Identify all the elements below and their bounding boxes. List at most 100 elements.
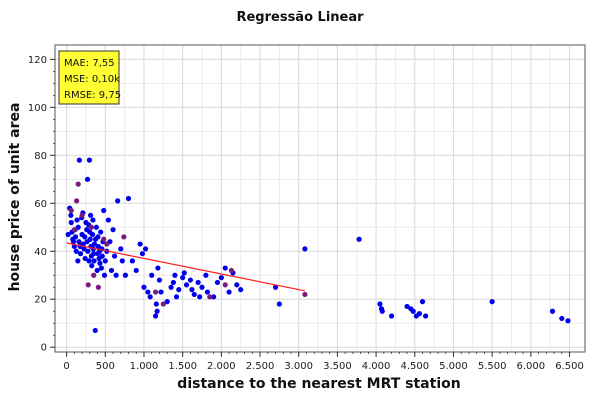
metric-rmse: RMSE: 9,75 [64,90,121,101]
data-point [203,272,209,278]
chart-title: Regressão Linear [236,10,364,25]
data-point [158,289,164,295]
y-tick-label: 20 [34,295,47,306]
data-point [416,311,423,317]
data-point [133,267,139,274]
data-point [75,181,81,187]
data-point [302,291,308,298]
data-point [72,234,79,240]
data-point [97,260,103,266]
data-point [121,234,127,240]
data-point [87,212,94,218]
data-point [152,313,159,319]
data-point [222,282,228,288]
data-point [234,282,240,288]
data-point [379,308,385,314]
data-point [214,279,221,286]
data-point [222,265,228,271]
x-tick-label: 5.500 [478,361,507,372]
data-point [70,239,77,245]
x-axis-title: distance to the nearest MRT station [177,376,460,392]
data-point [181,270,187,276]
data-point [101,207,107,214]
data-point [101,272,108,278]
data-point [377,301,383,307]
data-point [183,282,190,288]
data-point [102,258,108,264]
data-point [419,299,426,305]
data-point [92,327,98,334]
data-point [160,301,166,307]
x-tick-label: 3.500 [323,361,352,372]
data-point [82,234,88,240]
data-point [68,212,74,218]
data-point [549,308,556,314]
data-point [137,241,143,247]
data-point [228,267,235,274]
data-point [84,176,91,182]
y-tick-label: 100 [28,103,47,114]
metric-mae: MAE: 7,55 [64,58,115,69]
data-point [79,212,85,218]
data-point [89,263,95,269]
data-point [211,294,217,300]
data-point [85,248,91,254]
data-point [99,253,105,259]
x-tick-label: 500 [96,361,115,372]
data-point [189,287,195,293]
data-point [199,284,205,290]
data-point [71,227,77,233]
data-point [154,308,160,314]
data-point [91,258,97,264]
data-point [170,279,176,286]
data-point [149,272,155,278]
data-point [204,289,211,295]
x-tick-label: 2.000 [207,361,236,372]
y-tick-label: 40 [34,247,47,258]
data-point [101,236,107,242]
data-point [77,251,84,257]
data-point [142,246,149,252]
x-tick-label: 6.000 [517,361,546,372]
data-point [104,241,110,247]
data-point [85,282,91,288]
data-point [111,253,118,259]
data-point [423,313,429,319]
data-point [302,246,308,252]
data-point [86,258,92,264]
data-point [119,258,125,264]
y-tick-label: 60 [34,199,47,210]
data-point [156,277,163,283]
data-point [172,272,178,278]
data-point [98,265,105,271]
x-tick-label: 3.000 [284,361,313,372]
data-point [410,308,416,314]
data-point [87,236,93,242]
data-point [197,294,203,300]
x-tick-label: 5.000 [439,361,468,372]
y-tick-label: 120 [28,55,47,66]
x-tick-label: 0 [63,361,69,372]
data-point [95,234,101,240]
data-point [276,301,282,307]
data-point [90,217,96,223]
regression-line [66,242,306,292]
data-point [82,255,88,262]
x-tick-label: 4.000 [362,361,391,372]
data-point [180,275,186,281]
data-point [115,198,121,204]
y-axis-title: house price of unit area [7,103,23,292]
metrics-legend: MAE: 7,55 MSE: 0,10k RMSE: 9,75 [58,50,121,105]
data-point [98,229,104,235]
data-point [356,236,362,242]
data-point [94,267,100,274]
x-axis: 0 500 1.000 1.500 2.000 2.500 3.000 3.500 4.000 4… [63,352,584,372]
data-point [191,291,197,298]
grid-layer [55,45,585,352]
data-point [91,251,97,257]
data-point [113,272,119,278]
y-tick-label: 80 [34,151,47,162]
data-point [152,289,159,295]
data-point [226,289,232,295]
